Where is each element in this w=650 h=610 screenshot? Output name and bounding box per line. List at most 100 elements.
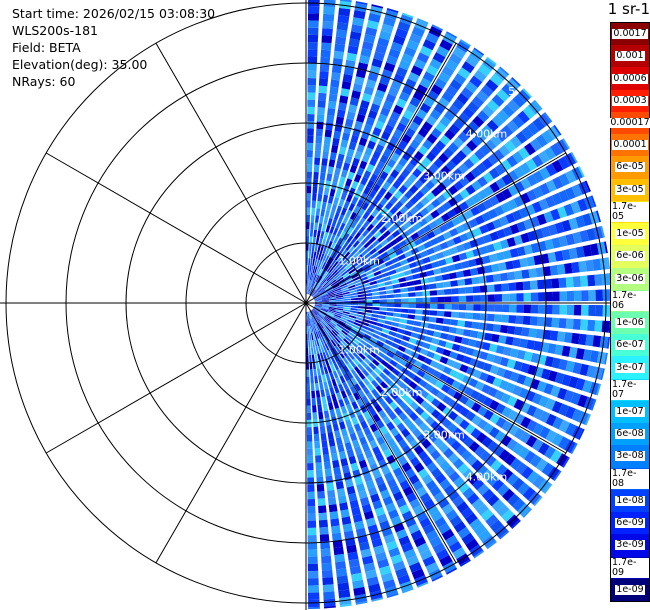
range-gate (429, 485, 442, 497)
range-gate (345, 263, 352, 270)
range-gate (355, 69, 367, 79)
range-gate (459, 39, 471, 47)
range-gate (449, 228, 459, 237)
range-gate (334, 345, 341, 353)
range-gate (443, 281, 451, 288)
range-gate (312, 308, 319, 314)
range-gate (335, 190, 342, 199)
range-gate (360, 48, 372, 58)
range-gate (319, 311, 326, 317)
range-gate (426, 64, 439, 77)
range-gate (443, 110, 456, 122)
range-gate (338, 333, 345, 340)
range-gate (315, 455, 322, 463)
range-gate (493, 149, 505, 161)
range-gate (351, 401, 359, 410)
range-gate (346, 334, 354, 341)
range-gate (414, 285, 423, 291)
range-gate (414, 212, 424, 221)
range-gate (446, 358, 456, 368)
range-gate (437, 97, 450, 109)
range-gate (343, 301, 351, 303)
range-gate (322, 300, 330, 302)
range-gate (336, 360, 343, 369)
range-gate (338, 383, 345, 392)
range-gate (328, 309, 336, 313)
range-gate (374, 243, 383, 251)
range-gate (369, 351, 377, 358)
range-gate (494, 294, 503, 302)
range-gate (445, 256, 454, 265)
range-gate (307, 92, 316, 100)
range-gate (395, 350, 404, 358)
range-gate (339, 502, 349, 511)
range-gate (364, 312, 372, 317)
range-gate (588, 289, 596, 301)
range-gate (565, 233, 575, 246)
range-gate (350, 377, 358, 386)
range-gate (336, 295, 344, 298)
range-gate (368, 362, 377, 370)
range-gate (601, 273, 610, 286)
range-gate (328, 308, 336, 311)
range-gate (345, 178, 353, 187)
range-gate (509, 248, 519, 258)
colorbar-tick-label: 1.7e-07 (611, 379, 649, 400)
range-gate (408, 216, 418, 225)
range-gate (428, 220, 438, 230)
range-gate (311, 244, 315, 252)
range-gate (500, 272, 509, 282)
range-gate (325, 325, 332, 333)
range-gate (507, 409, 519, 422)
range-gate (341, 314, 349, 319)
range-gate (417, 244, 426, 252)
range-gate (501, 283, 509, 292)
range-gate (533, 99, 543, 110)
range-gate (360, 420, 369, 430)
range-gate (403, 179, 413, 189)
range-gate (505, 212, 516, 224)
range-gate (320, 279, 327, 286)
range-gate (572, 362, 582, 375)
range-gate (365, 365, 373, 374)
ray (311, 66, 510, 297)
range-gate (326, 173, 333, 182)
range-gate (365, 27, 378, 37)
range-gate (448, 410, 459, 421)
range-gate (425, 203, 435, 213)
range-gate (332, 227, 339, 236)
range-gate (391, 279, 400, 285)
range-gate (307, 287, 311, 295)
range-gate (514, 326, 523, 336)
range-gate (320, 230, 325, 239)
range-gate (401, 230, 410, 239)
range-gate (350, 271, 358, 277)
range-gate (365, 330, 374, 336)
range-gate (342, 357, 349, 365)
range-gate (395, 266, 404, 273)
range-gate (450, 440, 462, 451)
range-gate (379, 290, 387, 295)
range-gate (427, 323, 436, 330)
range-gate (378, 336, 387, 343)
ray (314, 306, 591, 426)
range-gate (400, 293, 409, 298)
range-gate (333, 243, 339, 252)
range-gate (472, 115, 485, 128)
range-gate (517, 89, 531, 103)
range-gate (377, 37, 390, 48)
range-gate (380, 359, 389, 367)
range-gate (307, 63, 317, 71)
range-gate (380, 251, 389, 259)
range-gate (308, 592, 320, 600)
range-gate (363, 86, 374, 96)
range-gate (577, 198, 588, 212)
range-gate (435, 170, 446, 181)
range-gate (418, 450, 429, 461)
range-gate (414, 575, 428, 587)
range-gate (316, 397, 322, 405)
range-gate (451, 254, 461, 263)
range-gate (513, 235, 523, 246)
range-gate (445, 435, 457, 446)
range-gate (366, 374, 375, 383)
